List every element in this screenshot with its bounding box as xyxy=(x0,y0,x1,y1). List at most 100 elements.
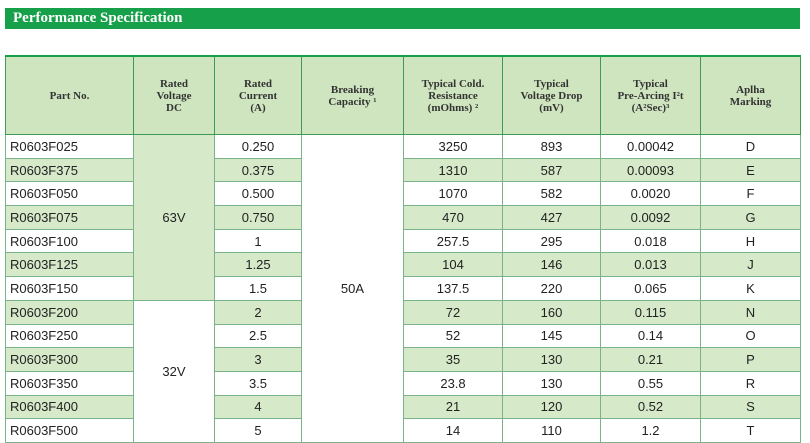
header-line: Part No. xyxy=(49,89,90,102)
column-header: Typical Pre-Arcing I²t (A²Sec)³ xyxy=(600,55,701,135)
cell: E xyxy=(700,157,801,183)
header-row: Part No. Rated Voltage DC Rated Current (A) Bre… xyxy=(5,55,801,135)
cell: 5 xyxy=(214,418,302,443)
header-line: (A) xyxy=(250,101,266,114)
cell: R0603F150 xyxy=(5,276,134,301)
voltage-cell: 63V xyxy=(133,134,215,301)
cell: 130 xyxy=(502,370,601,396)
cell: 110 xyxy=(502,418,601,443)
header-line: (mOhms) ² xyxy=(427,101,479,114)
header-line: Marking xyxy=(729,95,772,108)
header-line: Resistance xyxy=(428,89,478,102)
cell: 146 xyxy=(502,252,601,278)
header-line: Typical xyxy=(534,77,569,90)
cell: 4 xyxy=(214,394,302,420)
cell: 470 xyxy=(403,205,503,230)
cell: R0603F375 xyxy=(5,157,134,183)
column-header: Part No. xyxy=(5,55,134,135)
cell: 0.500 xyxy=(214,181,302,207)
cell: J xyxy=(700,252,801,278)
header-line: Voltage xyxy=(156,89,192,102)
header-line: Rated xyxy=(243,77,273,90)
cell: 587 xyxy=(502,157,601,183)
cell: R0603F125 xyxy=(5,252,134,278)
cell: 160 xyxy=(502,299,601,325)
cell: 137.5 xyxy=(403,276,503,301)
header-line: DC xyxy=(166,101,182,114)
section-title: Performance Specification xyxy=(5,8,800,29)
cell: 35 xyxy=(403,347,503,372)
data-row: R0603F200 32V 2 72 160 0.115 N xyxy=(5,299,801,443)
header-line: Typical Cold. xyxy=(421,77,485,90)
column-header: Typical Voltage Drop (mV) xyxy=(502,55,601,135)
data-row: R0603F375 0.375 1310 587 0.00093 E xyxy=(5,157,801,183)
data-row: R0603F125 1.25 104 146 0.013 J xyxy=(5,252,801,278)
cell: 295 xyxy=(502,228,601,254)
cell: 2.5 xyxy=(214,323,302,349)
cell: R0603F350 xyxy=(5,370,134,396)
cell: 1 xyxy=(214,228,302,254)
column-header: Typical Cold. Resistance (mOhms) ² xyxy=(403,55,503,135)
column-header: Breaking Capacity ¹ xyxy=(301,55,404,135)
cell: K xyxy=(700,276,801,301)
cell: 3.5 xyxy=(214,370,302,396)
cell: D xyxy=(700,134,801,159)
cell: 0.14 xyxy=(600,323,701,349)
cell: 1.25 xyxy=(214,252,302,278)
cell: R0603F025 xyxy=(5,134,134,159)
page: Performance Specification Part No. Rated V… xyxy=(5,8,801,443)
cell: 145 xyxy=(502,323,601,349)
cell: 72 xyxy=(403,299,503,325)
data-row: R0603F075 0.750 470 427 0.0092 G xyxy=(5,205,801,230)
cell: 582 xyxy=(502,181,601,207)
data-row: R0603F100 1 257.5 295 0.018 H xyxy=(5,228,801,254)
cell: O xyxy=(700,323,801,349)
header-line: Pre-Arcing I²t xyxy=(617,89,684,102)
cell: 427 xyxy=(502,205,601,230)
cell: T xyxy=(700,418,801,443)
cell: R0603F075 xyxy=(5,205,134,230)
cell: 0.0020 xyxy=(600,181,701,207)
cell: F xyxy=(700,181,801,207)
cell: 0.750 xyxy=(214,205,302,230)
data-row: R0603F150 1.5 137.5 220 0.065 K xyxy=(5,276,801,301)
cell: 104 xyxy=(403,252,503,278)
cell: 23.8 xyxy=(403,370,503,396)
cell: S xyxy=(700,394,801,420)
header-line: Typical xyxy=(633,77,668,90)
header-line: (A²Sec)³ xyxy=(631,101,670,114)
table-body: R0603F025 63V 0.250 50A 3250 893 0.00042 D R0603… xyxy=(5,134,801,443)
cell: 0.00042 xyxy=(600,134,701,159)
cell: 3 xyxy=(214,347,302,372)
cell: 21 xyxy=(403,394,503,420)
column-header: Rated Current (A) xyxy=(214,55,302,135)
cell: 0.013 xyxy=(600,252,701,278)
cell: G xyxy=(700,205,801,230)
cell: 14 xyxy=(403,418,503,443)
cell: R0603F250 xyxy=(5,323,134,349)
header-line: (mV) xyxy=(539,101,564,114)
header-line: Capacity ¹ xyxy=(328,95,377,108)
header-line: Voltage Drop xyxy=(520,89,583,102)
column-header: Rated Voltage DC xyxy=(133,55,215,135)
cell: 0.250 xyxy=(214,134,302,159)
cell: R0603F300 xyxy=(5,347,134,372)
cell: P xyxy=(700,347,801,372)
cell: 0.115 xyxy=(600,299,701,325)
cell: 2 xyxy=(214,299,302,325)
cell: 0.065 xyxy=(600,276,701,301)
cell: 120 xyxy=(502,394,601,420)
spec-table: Part No. Rated Voltage DC Rated Current (A) Bre… xyxy=(5,55,801,443)
cell: H xyxy=(700,228,801,254)
header-line: Breaking xyxy=(330,83,375,96)
voltage-cell: 32V xyxy=(133,299,215,443)
cell: 0.55 xyxy=(600,370,701,396)
cell: 1070 xyxy=(403,181,503,207)
cell: R0603F200 xyxy=(5,299,134,325)
cell: 0.00093 xyxy=(600,157,701,183)
data-row: R0603F025 63V 0.250 50A 3250 893 0.00042 D xyxy=(5,134,801,443)
cell: R0603F500 xyxy=(5,418,134,443)
cell: 220 xyxy=(502,276,601,301)
data-row: R0603F250 2.5 52 145 0.14 O xyxy=(5,323,801,349)
column-header: Aplha Marking xyxy=(700,55,801,135)
